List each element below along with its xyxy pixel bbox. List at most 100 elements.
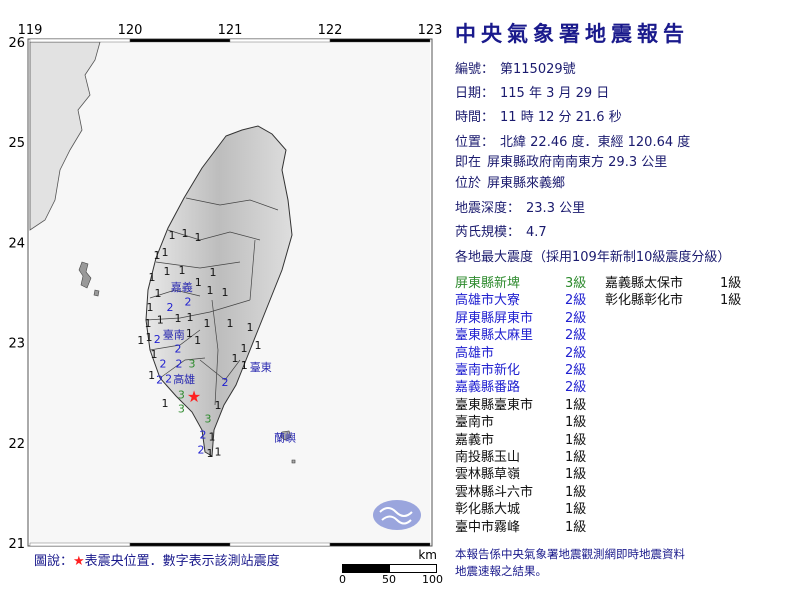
intensity-place: 屏東縣新埤 bbox=[455, 276, 521, 291]
intensity-level: 2級 bbox=[565, 345, 587, 361]
intensity-place: 臺東縣太麻里 bbox=[455, 328, 534, 344]
intensity-item: 屏東縣新埤 3級 bbox=[455, 272, 586, 291]
scale-unit: km bbox=[418, 548, 437, 562]
lon-tick-label: 123 bbox=[418, 23, 443, 38]
intensity-heading: 各地最大震度（採用109年新制10級震度分級） bbox=[455, 250, 731, 265]
station-intensity: 1 bbox=[247, 321, 254, 334]
top-degree-bar bbox=[29, 38, 131, 43]
place-label: 臺東 bbox=[250, 360, 272, 374]
station-intensity: 1 bbox=[162, 246, 169, 259]
bottom-degree-bar bbox=[329, 542, 431, 547]
station-intensity: 1 bbox=[186, 327, 193, 340]
station-intensity: 1 bbox=[151, 348, 158, 361]
station-intensity: 3 bbox=[205, 412, 212, 425]
intensity-place: 高雄市 bbox=[455, 345, 495, 361]
intensity-place: 雲林縣草嶺 bbox=[455, 467, 521, 483]
station-intensity: 1 bbox=[162, 397, 169, 410]
top-degree-bar bbox=[129, 38, 231, 43]
number-label: 編號： bbox=[455, 62, 495, 77]
intensity-item: 彰化縣大城 1級 bbox=[455, 498, 586, 518]
intensity-level: 1級 bbox=[565, 432, 587, 448]
station-intensity: 1 bbox=[149, 271, 156, 284]
intensity-item: 南投縣玉山 1級 bbox=[455, 446, 586, 465]
footnote-line-1: 本報告係中央氣象署地震觀測網即時地震資料 bbox=[455, 547, 685, 561]
lat-tick-label: 25 bbox=[8, 136, 25, 151]
station-intensity: 1 bbox=[155, 287, 162, 300]
intensity-place: 南投縣玉山 bbox=[455, 450, 521, 465]
lon-tick-label: 120 bbox=[118, 23, 143, 38]
place-label: 嘉義 bbox=[171, 280, 193, 294]
location-label: 位置： bbox=[455, 135, 495, 150]
time-label: 時間： bbox=[455, 110, 495, 125]
intensity-item: 臺東縣臺東市 1級 bbox=[455, 394, 586, 413]
intensity-place: 嘉義縣太保市 bbox=[605, 276, 684, 291]
intensity-item: 臺南市 1級 bbox=[455, 411, 586, 431]
china-coast bbox=[29, 41, 101, 231]
time-value: 11 時 12 分 21.6 秒 bbox=[500, 110, 622, 125]
station-intensity: 1 bbox=[194, 334, 201, 347]
station-intensity: 1 bbox=[215, 399, 222, 412]
lon-tick-label: 122 bbox=[318, 23, 343, 38]
intensity-place: 臺東縣臺東市 bbox=[455, 397, 534, 413]
epicenter-star-icon: ★ bbox=[187, 387, 201, 406]
bottom-degree-bar bbox=[129, 542, 231, 547]
station-intensity: 1 bbox=[255, 339, 262, 352]
station-intensity: 1 bbox=[145, 317, 152, 330]
station-intensity: 2 bbox=[156, 374, 163, 387]
station-intensity: 1 bbox=[182, 227, 189, 240]
station-intensity: 1 bbox=[137, 334, 144, 347]
intensity-item: 臺中市霧峰 1級 bbox=[455, 516, 586, 535]
intensity-item: 屏東縣屏東市 2級 bbox=[455, 307, 586, 326]
intensity-item: 臺東縣太麻里 2級 bbox=[455, 324, 586, 344]
intensity-place: 嘉義市 bbox=[455, 432, 495, 448]
intensity-level: 2級 bbox=[565, 293, 587, 309]
depth-label: 地震深度： bbox=[455, 201, 521, 216]
intensity-place: 臺中市霧峰 bbox=[455, 519, 521, 535]
intensity-place: 嘉義縣番路 bbox=[455, 380, 521, 396]
bottom-degree-bar bbox=[229, 542, 331, 547]
station-intensity: 1 bbox=[187, 311, 194, 324]
lat-tick-label: 23 bbox=[8, 337, 25, 352]
area-value: 屏東縣來義鄉 bbox=[487, 176, 566, 191]
scale-tick-100: 100 bbox=[422, 573, 443, 586]
station-intensity: 2 bbox=[185, 296, 192, 309]
station-intensity: 1 bbox=[232, 352, 239, 365]
intensity-level: 1級 bbox=[565, 467, 587, 483]
station-intensity: 1 bbox=[148, 369, 155, 382]
scale-bar: km 0 50 100 bbox=[339, 548, 443, 587]
penghu-islands bbox=[78, 261, 100, 297]
intensity-place: 臺南市 bbox=[455, 415, 495, 431]
station-intensity: 1 bbox=[175, 312, 182, 325]
intensity-place: 彰化縣大城 bbox=[455, 502, 521, 518]
location-value: 北緯 22.46 度．東經 120.64 度 bbox=[500, 135, 691, 150]
lat-tick-label: 26 bbox=[8, 36, 25, 51]
station-intensity: 2 bbox=[167, 301, 174, 314]
intensity-level: 2級 bbox=[565, 328, 587, 344]
station-intensity: 1 bbox=[164, 265, 171, 278]
station-intensity: 1 bbox=[241, 342, 248, 355]
intensity-level: 1級 bbox=[565, 484, 587, 500]
station-intensity: 2 bbox=[198, 443, 205, 456]
intensity-item: 雲林縣草嶺 1級 bbox=[455, 463, 586, 483]
station-intensity: 1 bbox=[204, 317, 211, 330]
lon-tick-label: 121 bbox=[218, 23, 243, 38]
intensity-place: 高雄市大寮 bbox=[455, 293, 521, 309]
intensity-level: 3級 bbox=[565, 276, 587, 291]
relative-label: 即在 bbox=[455, 155, 482, 170]
depth-value: 23.3 公里 bbox=[526, 201, 586, 216]
intensity-level: 2級 bbox=[565, 310, 587, 326]
intensity-level: 1級 bbox=[565, 450, 587, 465]
place-label: 臺南 bbox=[163, 328, 185, 342]
intensity-item: 雲林縣斗六市 1級 bbox=[455, 481, 586, 500]
place-label: 高雄 bbox=[173, 372, 195, 386]
intensity-place: 彰化縣彰化市 bbox=[605, 293, 684, 309]
station-intensity: 1 bbox=[195, 231, 202, 244]
intensity-level: 2級 bbox=[565, 363, 587, 378]
station-intensity: 1 bbox=[169, 229, 176, 242]
scale-tick-50: 50 bbox=[382, 573, 396, 586]
intensity-level: 1級 bbox=[565, 415, 587, 431]
intensity-place: 臺南市新化 bbox=[455, 363, 521, 378]
